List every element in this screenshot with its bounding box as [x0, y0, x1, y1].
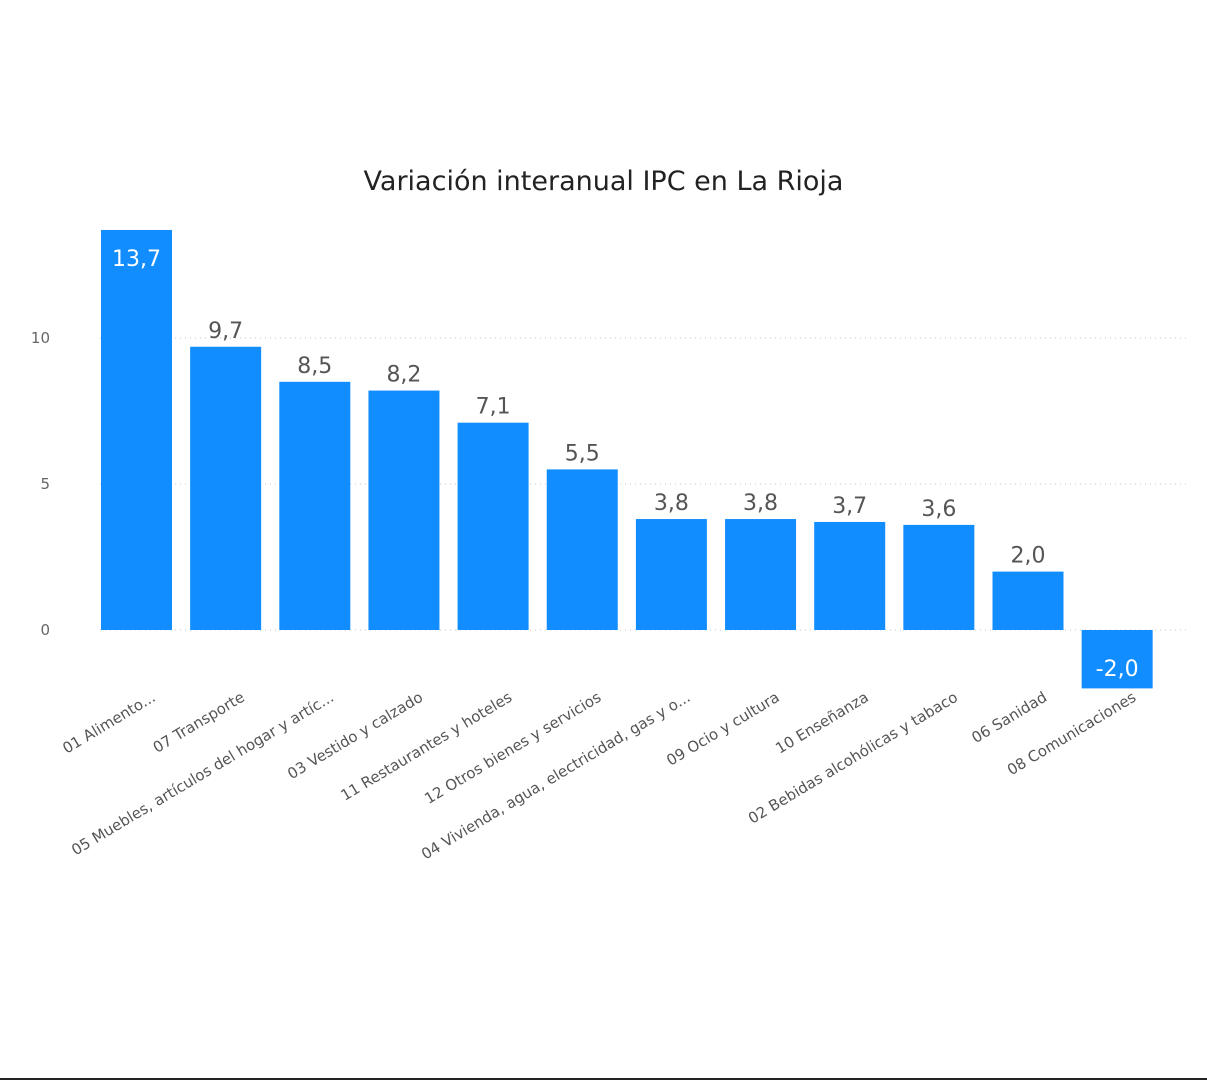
- bar: [368, 390, 440, 630]
- category-label: 11 Restaurantes y hoteles: [338, 688, 516, 805]
- bar: [101, 229, 172, 630]
- data-label: 13,7: [112, 247, 161, 272]
- chart-title: Variación interanual IPC en La Rioja: [363, 166, 844, 197]
- bar: [1081, 630, 1153, 689]
- y-tick-label: 5: [40, 475, 50, 493]
- data-label: 5,5: [565, 441, 600, 466]
- bar: [814, 521, 886, 630]
- data-label: -2,0: [1096, 657, 1139, 682]
- data-label: 8,5: [297, 354, 332, 379]
- data-label: 7,1: [476, 395, 511, 420]
- bar: [992, 571, 1064, 630]
- data-label: 3,8: [654, 491, 689, 516]
- data-label: 2,0: [1011, 544, 1046, 569]
- bar: [457, 422, 529, 630]
- bar: [725, 519, 797, 630]
- data-label: 3,7: [832, 494, 867, 519]
- data-label: 3,8: [743, 491, 778, 516]
- category-label: 06 Sanidad: [968, 688, 1050, 747]
- category-label: 01 Alimento...: [59, 688, 158, 757]
- bar: [635, 519, 707, 630]
- bar: [546, 469, 618, 630]
- bottom-border: [0, 1078, 1207, 1080]
- data-label: 3,6: [921, 497, 956, 522]
- data-label: 8,2: [386, 363, 421, 388]
- data-label: 9,7: [208, 319, 243, 344]
- bar: [903, 524, 975, 630]
- bar: [190, 346, 262, 630]
- bar: [279, 381, 351, 630]
- y-tick-label: 0: [40, 621, 50, 639]
- y-tick-label: 10: [31, 329, 50, 347]
